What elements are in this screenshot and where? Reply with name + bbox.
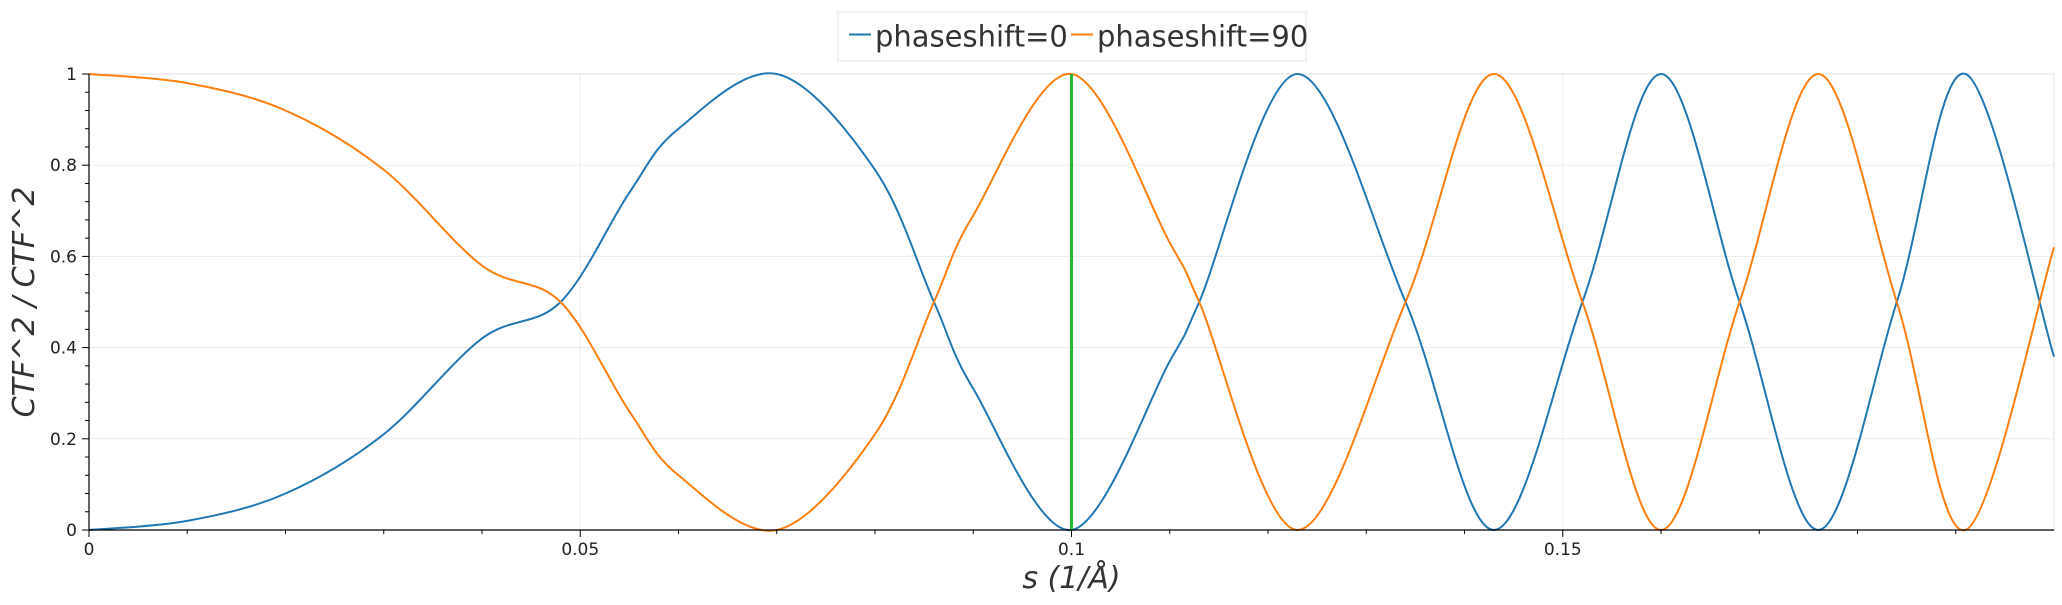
x-tick-label: 0 <box>84 540 95 560</box>
x-tick-label: 0.1 <box>1058 540 1085 560</box>
x-tick-label: 0.15 <box>1544 540 1582 560</box>
y-tick-label: 0.8 <box>50 156 77 176</box>
x-axis-title: s (1/Å) <box>1022 560 1120 596</box>
legend-box <box>837 11 1307 62</box>
y-tick-label: 0 <box>66 521 77 541</box>
y-tick-label: 0.4 <box>50 339 77 359</box>
legend-label-phaseshift-90: phaseshift=90 <box>1097 20 1308 54</box>
x-tick-label: 0.05 <box>561 540 599 560</box>
legend-label-phaseshift-0: phaseshift=0 <box>875 20 1068 54</box>
series-layer <box>88 72 2055 532</box>
y-tick-label: 1 <box>66 65 77 85</box>
series-line-phaseshift-90 <box>88 72 2055 532</box>
y-tick-label: 0.6 <box>50 247 77 267</box>
y-axis-title: CTF^2 / CTF^2 <box>7 187 42 418</box>
ticks-layer: 0 0.05 0.1 0.15 0 0.2 0.4 0.6 0.8 1 <box>50 65 1957 560</box>
y-tick-label: 0.2 <box>50 430 77 450</box>
legend: phaseshift=0 phaseshift=90 <box>837 11 1308 62</box>
